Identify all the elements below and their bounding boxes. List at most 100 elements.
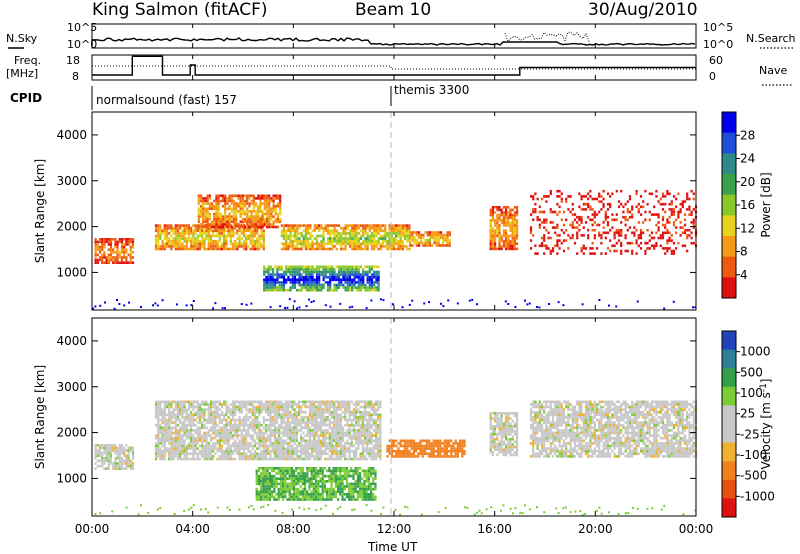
velocity-cell xyxy=(112,449,115,452)
power-cell xyxy=(165,234,169,238)
velocity-cell xyxy=(168,426,171,430)
velocity-cell xyxy=(357,444,360,448)
power-cell xyxy=(287,224,290,227)
power-cell xyxy=(362,270,365,274)
velocity-cell xyxy=(297,405,301,409)
power-cell xyxy=(637,210,640,214)
velocity-cell xyxy=(293,423,296,427)
velocity-cell xyxy=(275,421,279,424)
velocity-cell xyxy=(289,423,292,427)
power-cell xyxy=(683,223,687,227)
power-cell xyxy=(648,218,651,222)
power-cell xyxy=(291,234,294,238)
velocity-cell xyxy=(255,469,258,473)
velocity-cell xyxy=(176,455,180,458)
power-cell xyxy=(551,210,555,214)
power-cell xyxy=(686,236,689,240)
power-cell xyxy=(96,245,99,249)
power-cell xyxy=(348,224,352,227)
power-cell xyxy=(230,210,233,213)
velocity-cell xyxy=(258,426,261,430)
power-cell xyxy=(661,234,665,237)
velocity-cell xyxy=(370,400,373,404)
power-cell xyxy=(242,245,246,248)
velocity-cell xyxy=(262,447,265,450)
power-cell xyxy=(221,223,225,226)
velocity-cell xyxy=(218,413,221,417)
power-cell xyxy=(246,202,249,205)
power-cell xyxy=(399,237,402,240)
velocity-cell xyxy=(236,405,239,409)
power-cell xyxy=(509,234,512,238)
power-cell xyxy=(686,195,689,198)
power-cell xyxy=(593,228,596,232)
velocity-cell xyxy=(181,439,184,443)
power-cell xyxy=(337,234,341,238)
power-cell xyxy=(620,221,623,224)
power-cell xyxy=(381,234,385,238)
velocity-cell xyxy=(109,444,113,447)
velocity-cell xyxy=(366,442,369,445)
power-cell xyxy=(333,275,336,279)
velocity-cell xyxy=(116,454,119,457)
power-cell xyxy=(215,217,218,221)
power-cell xyxy=(545,195,548,198)
velocity-cell xyxy=(256,421,259,424)
velocity-cell xyxy=(209,426,213,430)
velocity-cell xyxy=(282,439,285,443)
power-cell xyxy=(245,234,248,238)
velocity-cell xyxy=(185,429,188,432)
velocity-cell xyxy=(220,426,224,430)
power-cell xyxy=(366,224,369,227)
power-cell xyxy=(562,239,566,242)
power-cell xyxy=(628,210,632,214)
power-cell xyxy=(159,234,162,238)
power-cell xyxy=(185,304,188,307)
power-cell xyxy=(271,286,275,289)
power-cell xyxy=(446,231,449,234)
power-cell xyxy=(257,223,260,226)
power-cell xyxy=(498,224,501,227)
velocity-cell xyxy=(245,421,248,424)
velocity-cell xyxy=(123,446,126,450)
power-cell xyxy=(109,245,113,249)
power-cell xyxy=(388,247,391,251)
velocity-cell xyxy=(198,426,202,430)
velocity-cell xyxy=(163,423,166,427)
power-cell xyxy=(168,239,171,243)
power-cell xyxy=(661,231,665,235)
power-cell xyxy=(300,278,303,282)
velocity-cell xyxy=(262,477,265,480)
power-cell xyxy=(399,226,402,230)
velocity-cell xyxy=(205,400,208,404)
velocity-cell xyxy=(247,447,250,450)
velocity-cell xyxy=(335,442,338,445)
power-cell xyxy=(116,261,119,264)
velocity-cell xyxy=(161,431,164,435)
power-cell xyxy=(631,252,634,255)
velocity-cell xyxy=(218,442,221,445)
velocity-cell xyxy=(322,452,325,456)
power-cell xyxy=(289,288,292,292)
power-cell xyxy=(194,247,197,251)
velocity-cell xyxy=(319,447,323,450)
velocity-cell xyxy=(267,444,270,448)
power-cell xyxy=(494,247,497,251)
velocity-cell xyxy=(291,400,294,404)
power-cell xyxy=(107,256,110,259)
velocity-cell xyxy=(205,442,208,445)
velocity-cell xyxy=(319,421,323,424)
power-cell xyxy=(507,247,510,251)
velocity-cell xyxy=(300,408,303,411)
power-cell xyxy=(644,210,647,214)
velocity-cell xyxy=(168,442,171,445)
power-cell xyxy=(420,233,423,237)
velocity-cell xyxy=(214,400,217,404)
power-cell xyxy=(351,242,354,246)
power-cell xyxy=(293,247,297,251)
power-cell xyxy=(190,304,193,307)
velocity-cell xyxy=(205,418,208,422)
velocity-cell xyxy=(266,474,269,478)
power-cell xyxy=(322,226,325,230)
velocity-cell xyxy=(335,436,338,440)
